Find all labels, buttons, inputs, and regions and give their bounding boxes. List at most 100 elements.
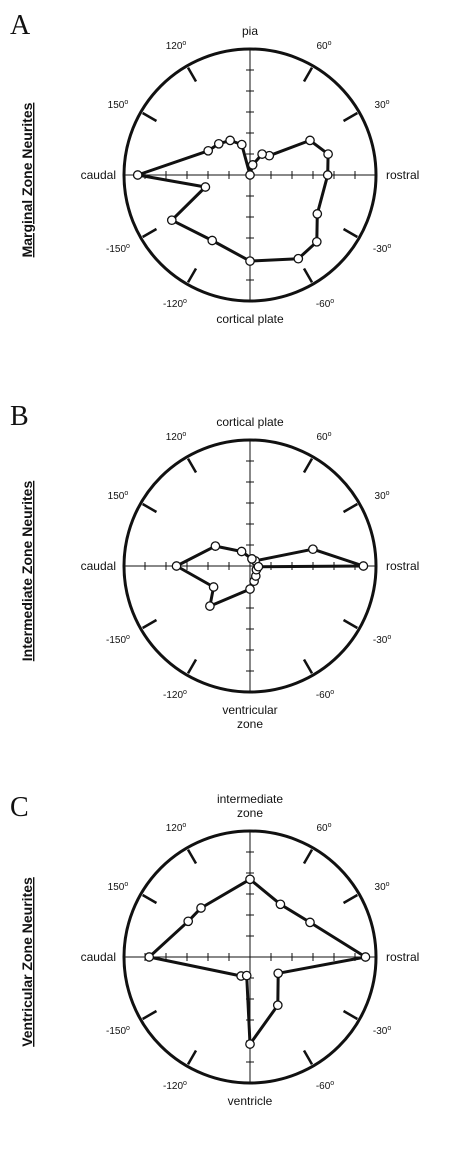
polar-chart-ventricular-zone: C Ventricular Zone Neurites 120o 60o 150o 30o… [0, 782, 458, 1173]
angle-spoke [141, 893, 158, 905]
angle-label-unit: o [330, 689, 334, 696]
angle-label-value: -30 [373, 635, 388, 646]
angle-label-unit: o [328, 822, 332, 829]
angle-label-unit: o [330, 298, 334, 305]
angle-label: -120o [163, 298, 187, 310]
angle-label-value: 120 [166, 823, 183, 834]
data-point [245, 256, 255, 266]
angle-label-value: 30 [375, 491, 387, 502]
direction-label-bottom: ventricular [222, 703, 277, 717]
panel-letter: B [10, 401, 29, 432]
angle-label: 150o [108, 490, 129, 502]
data-point [213, 138, 224, 149]
direction-label-bottom: ventricle [228, 1094, 273, 1108]
angle-spoke [186, 267, 198, 284]
angle-label: -30o [373, 1025, 391, 1037]
angle-spoke [342, 111, 359, 123]
data-point [236, 546, 247, 557]
angle-label-unit: o [183, 689, 187, 696]
angle-spoke [141, 227, 158, 239]
angle-label-unit: o [126, 634, 130, 641]
angle-label-value: 150 [108, 882, 125, 893]
data-point [305, 917, 315, 928]
data-point [358, 561, 369, 571]
angle-spoke [342, 1009, 359, 1021]
angle-label: 120o [166, 40, 187, 52]
data-point [203, 145, 214, 156]
angle-spoke [186, 658, 198, 675]
data-point [322, 170, 333, 180]
angle-label-unit: o [387, 634, 391, 641]
angle-label-unit: o [183, 298, 187, 305]
angle-spoke [342, 502, 359, 514]
angle-label: 150o [108, 881, 129, 893]
data-point [273, 968, 284, 979]
angle-label-unit: o [386, 881, 390, 888]
direction-label-right: rostral [386, 950, 419, 964]
data-point [253, 561, 264, 572]
data-point [305, 135, 315, 146]
angle-label-value: -150 [106, 635, 126, 646]
angle-label: 30o [375, 881, 390, 893]
data-point [245, 170, 255, 180]
direction-label-left: caudal [81, 950, 116, 964]
direction-label-top: zone [237, 806, 263, 820]
angle-label-value: 120 [166, 432, 183, 443]
angle-label-unit: o [328, 431, 332, 438]
angle-label-unit: o [124, 490, 128, 497]
polar-chart-marginal-zone: A Marginal Zone Neurites 120o 60o 150o 30o -15… [0, 0, 458, 391]
angle-label-unit: o [124, 99, 128, 106]
angle-label: 30o [375, 99, 390, 111]
angle-spoke [342, 893, 359, 905]
data-point [166, 215, 177, 226]
angle-spoke [342, 618, 359, 630]
data-point [308, 544, 318, 555]
angle-label-unit: o [386, 99, 390, 106]
angle-spoke [141, 618, 158, 630]
angle-label-value: -30 [373, 244, 388, 255]
angle-label-value: 30 [375, 882, 387, 893]
angle-spoke [342, 227, 359, 239]
angle-spoke [302, 658, 314, 675]
data-point [236, 139, 247, 150]
data-point [132, 170, 143, 180]
direction-label-top: cortical plate [216, 415, 284, 429]
data-point [323, 149, 333, 159]
angle-spoke [141, 111, 158, 123]
angle-label: 150o [108, 99, 129, 111]
direction-label-top: intermediate [217, 792, 283, 806]
angle-label-value: 30 [375, 100, 387, 111]
angle-spoke [302, 66, 314, 83]
angle-label-unit: o [183, 1080, 187, 1087]
data-point [171, 561, 182, 571]
data-point [196, 903, 206, 913]
angle-label-value: 120 [166, 41, 183, 52]
data-point [183, 916, 194, 927]
angle-label: -60o [316, 298, 334, 310]
angle-spoke [302, 457, 314, 474]
angle-label-value: -150 [106, 244, 126, 255]
direction-label-right: rostral [386, 559, 419, 573]
angle-label: 30o [375, 490, 390, 502]
angle-label-unit: o [182, 822, 186, 829]
angle-label-unit: o [387, 243, 391, 250]
angle-label: -30o [373, 634, 391, 646]
data-point [247, 554, 257, 564]
direction-label-bottom: cortical plate [216, 312, 284, 326]
data-point [312, 209, 323, 219]
angle-label-value: 150 [108, 100, 125, 111]
data-point [225, 135, 235, 146]
data-point [144, 952, 155, 962]
data-point [241, 970, 252, 981]
angle-label-unit: o [124, 881, 128, 888]
angle-spoke [302, 848, 314, 865]
angle-label-unit: o [386, 490, 390, 497]
angle-label-value: -30 [373, 1026, 388, 1037]
angle-spoke [186, 66, 198, 83]
polar-chart-intermediate-zone: B Intermediate Zone Neurites 120o 60o 150o 30… [0, 391, 458, 782]
data-point [293, 253, 304, 264]
angle-label-unit: o [387, 1025, 391, 1032]
angle-spoke [302, 267, 314, 284]
